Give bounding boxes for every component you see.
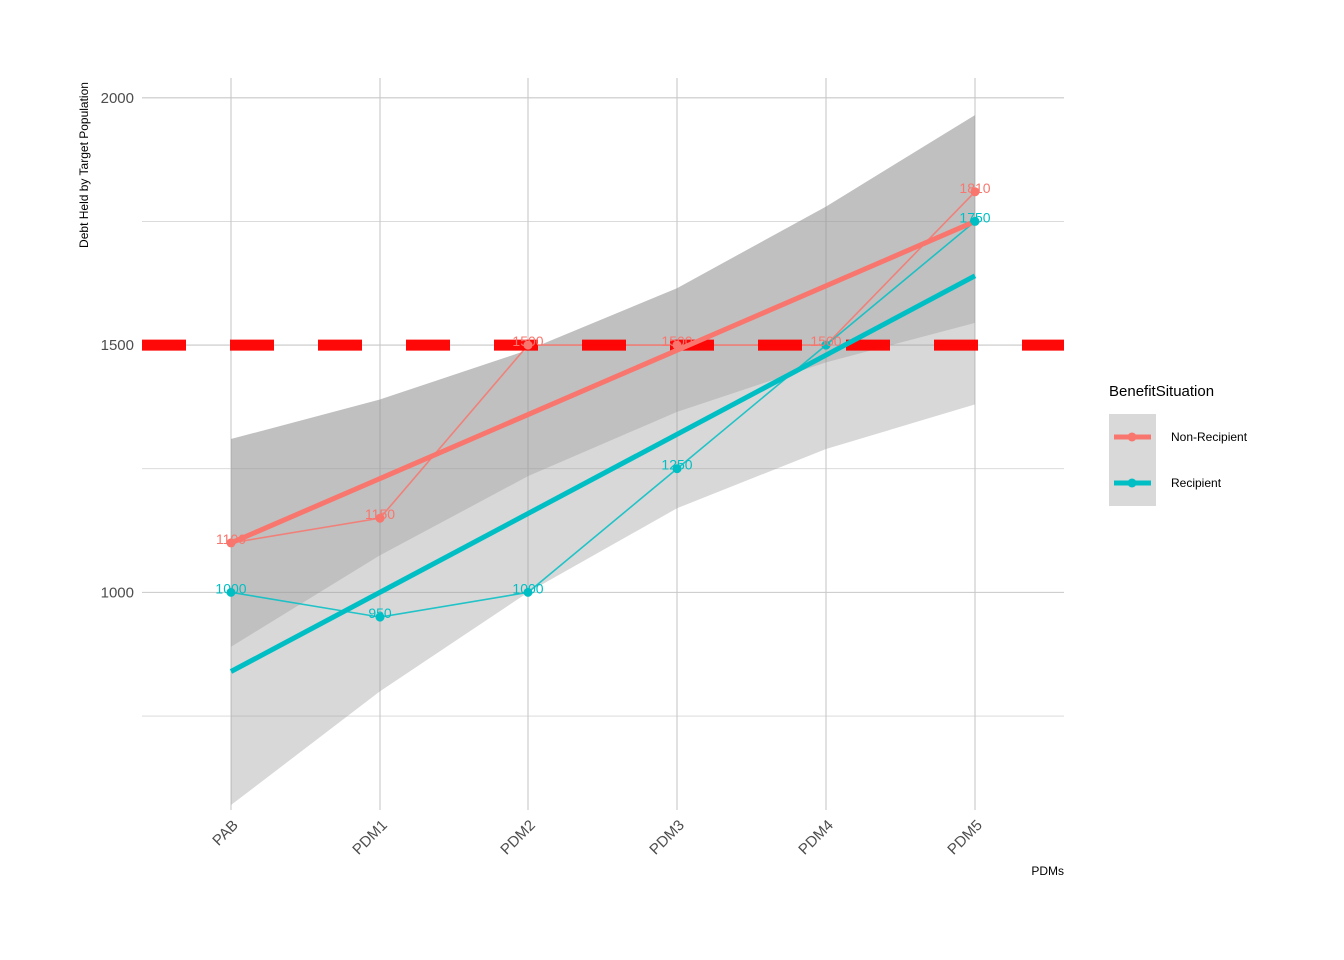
data-point-0-2 xyxy=(523,340,533,350)
confidence-bands xyxy=(231,115,975,806)
data-point-0-1 xyxy=(375,513,385,523)
data-label-0-2: 1500 xyxy=(512,333,543,349)
confidence-band-1 xyxy=(231,115,975,806)
trend-lines xyxy=(229,219,977,674)
legend-key-background xyxy=(1109,414,1156,506)
grid xyxy=(142,78,1064,810)
trend-line-0 xyxy=(230,219,976,546)
x-tick-label: PDM1 xyxy=(349,817,390,858)
data-point-1-1 xyxy=(375,612,385,622)
data-label-1-2: 1000 xyxy=(512,580,543,596)
x-axis-title: PDMs xyxy=(1031,864,1064,878)
x-tick-label: PDM4 xyxy=(795,817,836,858)
data-point-1-4 xyxy=(821,340,831,350)
data-points xyxy=(226,187,980,622)
x-tick-label: PAB xyxy=(209,817,241,849)
legend-title: BenefitSituation xyxy=(1109,383,1214,400)
data-label-0-1: 1150 xyxy=(365,506,395,522)
legend-label-0: Non-Recipient xyxy=(1171,430,1248,444)
data-label-0-0: 1100 xyxy=(216,531,246,547)
data-point-1-2 xyxy=(523,587,533,597)
data-point-0-5 xyxy=(970,187,980,197)
y-tick-label: 1500 xyxy=(101,337,134,354)
y-axis-title: Debt Held by Target Population xyxy=(77,82,91,248)
data-label-0-3: 1500 xyxy=(661,333,692,349)
legend-key-point-0 xyxy=(1127,432,1137,442)
y-axis-ticks: 1000 1500 2000 xyxy=(101,90,134,602)
trend-line-1 xyxy=(229,273,977,674)
x-axis-ticks: PAB PDM1 PDM2 PDM3 PDM4 PDM5 xyxy=(209,817,985,858)
x-tick-label: PDM2 xyxy=(497,817,538,858)
x-tick-label: PDM5 xyxy=(944,817,985,858)
x-tick-label: PDM3 xyxy=(646,817,687,858)
series-line-1 xyxy=(230,220,976,618)
data-point-0-3 xyxy=(672,340,682,350)
data-label-1-1: 950 xyxy=(368,605,392,621)
y-tick-label: 1000 xyxy=(101,584,134,601)
y-tick-label: 2000 xyxy=(101,90,134,107)
legend-label-1: Recipient xyxy=(1171,476,1222,490)
data-label-0-5: 1810 xyxy=(959,180,990,196)
data-point-1-0 xyxy=(226,587,236,597)
data-label-0-4: 1500 xyxy=(810,333,841,349)
data-label-1-3: 1250 xyxy=(661,457,692,473)
data-label-1-5: 1750 xyxy=(959,209,990,225)
data-point-0-0 xyxy=(226,538,236,548)
data-point-1-5 xyxy=(970,216,980,226)
data-labels: 1100 1150 1500 1500 1500 1810 1000 950 1000 1250 1… xyxy=(215,180,990,621)
legend-key-point-1 xyxy=(1127,478,1137,488)
data-point-1-3 xyxy=(672,464,682,474)
legend: BenefitSituation Non-Recipient Recipient xyxy=(1109,383,1248,506)
data-label-1-0: 1000 xyxy=(215,580,246,596)
